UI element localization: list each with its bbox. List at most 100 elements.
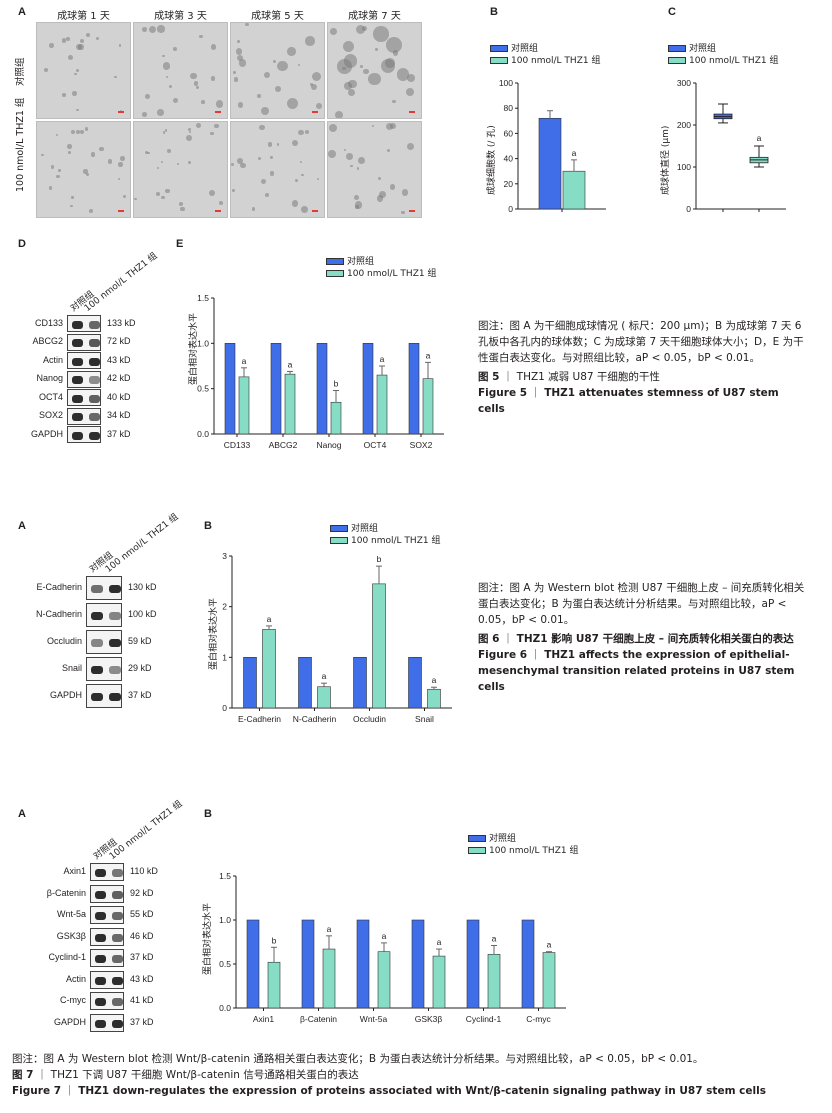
cell-sphere: [90, 152, 96, 157]
cell-sphere: [406, 74, 415, 82]
significance-mark: a: [426, 350, 431, 360]
chart-fig5e: 0.0 0.5 1.0 1.5 a CD133 a ABCG2 b Nanog a OCT4 a SOX2: [197, 293, 444, 450]
caption-note: 图 A 为 Western blot 检测 U87 干细胞上皮 – 间充质转化相…: [478, 582, 805, 626]
significance-mark: a: [327, 924, 332, 934]
blot-strip: [90, 927, 124, 946]
protein-band: [95, 933, 106, 942]
cell-sphere: [233, 77, 239, 82]
cell-sphere: [294, 179, 298, 183]
cell-sphere: [117, 177, 121, 181]
cell-sphere: [276, 143, 280, 146]
cell-sphere: [232, 189, 235, 192]
y-tick-label: 20: [504, 179, 514, 189]
panel-label: D: [18, 238, 26, 250]
cell-sphere: [356, 167, 360, 171]
micrograph: [327, 121, 422, 218]
protein-label: β-Catenin: [46, 887, 86, 898]
blot-strip: [86, 630, 122, 654]
protein-band: [72, 376, 83, 384]
bar-treated: [422, 378, 434, 435]
molecular-weight: 72 kD: [107, 336, 131, 346]
cell-sphere: [118, 44, 121, 47]
cell-sphere: [210, 131, 214, 136]
protein-band: [95, 998, 106, 1006]
cell-sphere: [48, 43, 54, 48]
legend: 对照组 100 nmol/L THZ1 组: [330, 523, 440, 547]
legend: 对照组 100 nmol/L THZ1 组: [490, 43, 600, 67]
cell-sphere: [353, 194, 360, 201]
cell-sphere: [62, 93, 66, 97]
cell-sphere: [72, 91, 77, 96]
cell-sphere: [78, 44, 84, 50]
y-tick-label: 0.0: [219, 1003, 231, 1013]
blot-strip: [67, 407, 101, 425]
cell-sphere: [267, 142, 273, 147]
protein-band: [72, 413, 83, 421]
cell-sphere: [123, 195, 127, 199]
protein-band: [109, 612, 121, 620]
cell-sphere: [406, 142, 415, 151]
cell-sphere: [301, 205, 309, 213]
cell-sphere: [387, 148, 391, 152]
protein-band: [112, 998, 123, 1006]
figure-title-cn: THZ1 下调 U87 干细胞 Wnt/β-catenin 信号通路相关蛋白的表…: [50, 1069, 359, 1081]
cell-sphere: [86, 33, 91, 38]
cell-sphere: [360, 65, 364, 68]
cell-sphere: [71, 196, 74, 199]
cell-sphere: [298, 129, 304, 136]
blot-strip: [90, 970, 124, 989]
protein-label: Nanog: [36, 373, 63, 383]
cell-sphere: [180, 206, 185, 211]
cell-sphere: [355, 24, 366, 35]
micrograph: [36, 22, 131, 119]
caption-note: 图 A 为干细胞成球情况 ( 标尺：200 μm)；B 为成球第 7 天 6 孔…: [478, 320, 804, 364]
cell-sphere: [146, 151, 150, 155]
x-tick-label: N-Cadherin: [293, 714, 337, 724]
cell-sphere: [41, 153, 45, 157]
cell-sphere: [61, 38, 67, 43]
cell-sphere: [84, 126, 89, 131]
protein-band: [72, 339, 83, 347]
cell-sphere: [88, 208, 93, 213]
cell-sphere: [316, 102, 323, 109]
cell-sphere: [141, 112, 147, 117]
legend-label-treated: 100 nmol/L THZ1 组: [511, 56, 601, 66]
scale-bar: [409, 210, 415, 212]
significance-mark: b: [334, 378, 339, 388]
protein-label: Cyclind-1: [48, 952, 86, 962]
legend: 对照组 100 nmol/L THZ1 组: [326, 256, 436, 280]
cell-sphere: [291, 200, 299, 207]
bar-control: [356, 919, 370, 1009]
cell-sphere: [196, 123, 201, 128]
panel-label: C: [668, 6, 676, 18]
protein-band: [91, 693, 103, 701]
cell-sphere: [214, 123, 219, 128]
cell-sphere: [270, 156, 273, 159]
x-tick-label: ABCG2: [269, 440, 298, 450]
cell-sphere: [380, 58, 396, 74]
x-tick-label: OCT4: [364, 440, 387, 450]
blot-strip: [67, 370, 101, 388]
cell-sphere: [377, 195, 384, 202]
figure-number-cn: 图 5: [478, 371, 500, 383]
cell-sphere: [165, 75, 168, 78]
caption-prefix: 图注：: [478, 320, 510, 332]
cell-sphere: [237, 102, 244, 108]
legend-label-control: 对照组: [511, 44, 539, 54]
panel-label: B: [490, 6, 498, 18]
cell-sphere: [286, 97, 298, 109]
protein-band: [112, 912, 123, 920]
molecular-weight: 133 kD: [107, 317, 136, 328]
cell-sphere: [261, 178, 267, 184]
bar-treated: [427, 688, 441, 709]
blot-strip: [67, 352, 101, 369]
y-tick-label: 100: [499, 78, 513, 88]
cell-sphere: [168, 84, 172, 88]
cell-sphere: [368, 72, 381, 86]
cell-sphere: [355, 205, 359, 209]
molecular-weight: 59 kD: [128, 636, 152, 646]
protein-label: Occludin: [46, 636, 82, 646]
cell-sphere: [392, 99, 396, 104]
y-tick-label: 200: [677, 120, 691, 130]
bar-treated: [317, 686, 331, 709]
